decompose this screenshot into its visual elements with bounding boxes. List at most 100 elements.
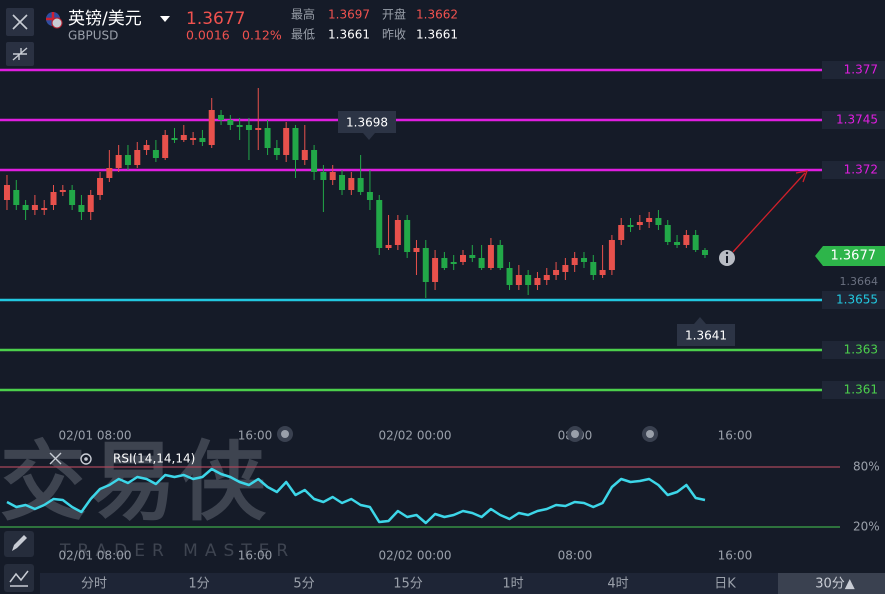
candle-body xyxy=(571,258,578,265)
timeframe-tab[interactable]: 1时 xyxy=(502,577,523,592)
callout-box xyxy=(677,324,735,346)
candle-body xyxy=(655,218,662,225)
candle-body xyxy=(190,138,197,140)
watermark-subtitle: TRADER MASTER xyxy=(59,541,295,561)
watermark: 交易侠 TRADER MASTER xyxy=(0,432,295,561)
x-tick-label: 16:00 xyxy=(718,549,753,563)
candle-body xyxy=(357,178,364,192)
level-label-box xyxy=(822,111,885,129)
stat-value: 1.3661 xyxy=(328,28,370,42)
rsi-close[interactable] xyxy=(49,452,62,465)
collapse-icon xyxy=(12,47,28,61)
candle-body xyxy=(171,138,178,140)
x-tick-label: 16:00 xyxy=(238,429,273,443)
candle-body xyxy=(469,255,476,258)
timeframe-tab[interactable]: 分时 xyxy=(81,577,107,592)
candle-body xyxy=(627,225,634,227)
stat-value: 1.3662 xyxy=(416,8,458,22)
price-label: 1.3664 xyxy=(840,275,879,288)
candle-body xyxy=(41,208,48,210)
y-tick-label: 80% xyxy=(853,460,880,474)
level-label: 1.3655 xyxy=(836,293,878,307)
candle-body xyxy=(534,278,541,285)
axis-dot-inner xyxy=(646,430,654,438)
symbol-code: GBPUSD xyxy=(68,29,118,43)
x-tick-label: 02/01 08:00 xyxy=(59,429,132,443)
candle-body xyxy=(255,128,262,130)
candle-body xyxy=(608,240,615,270)
symbol-dropdown[interactable] xyxy=(160,16,170,22)
rsi-settings[interactable] xyxy=(80,453,92,465)
candle-body xyxy=(394,220,401,245)
candle-body xyxy=(87,195,94,212)
timeframe-tab[interactable]: 4时 xyxy=(607,577,628,592)
candle-body xyxy=(553,270,560,275)
candle-body xyxy=(580,258,587,262)
timeframe-tab[interactable]: 5分 xyxy=(293,577,314,592)
candle-body xyxy=(590,262,597,275)
timeframe-tab[interactable]: 日K xyxy=(714,577,736,592)
candle-body xyxy=(283,128,290,155)
candle-body xyxy=(301,150,308,160)
candle-body xyxy=(478,258,485,268)
candle-body xyxy=(199,138,206,142)
candle-body xyxy=(50,192,57,205)
symbol[interactable]: 英镑/美元 xyxy=(68,9,142,29)
close-icon xyxy=(12,14,28,30)
high-marker: 1.3698 xyxy=(346,116,388,130)
high-callout: 1.3698 xyxy=(338,111,396,140)
x-tick-label: 16:00 xyxy=(718,429,753,443)
candle-body xyxy=(97,178,104,195)
y-tick-label: 20% xyxy=(853,520,880,534)
candle-body xyxy=(227,120,234,125)
candle-body xyxy=(31,205,38,210)
info-icon-dot xyxy=(725,251,729,255)
info-icon-stem xyxy=(726,256,728,263)
timeframe-tab[interactable]: 1分 xyxy=(188,577,209,592)
x-tick-label: 08:00 xyxy=(558,549,593,563)
indicator-title: RSI(14,14,14) xyxy=(113,452,195,466)
candle-body xyxy=(506,268,513,285)
candle-body xyxy=(636,222,643,225)
candle-body xyxy=(701,250,708,255)
candle-body xyxy=(348,178,355,190)
level-label-box xyxy=(822,381,885,399)
candle-body xyxy=(497,245,504,268)
change: 0.0016 xyxy=(186,28,230,43)
stat-value: 1.3697 xyxy=(328,8,370,22)
timeframe-bar: 分时 1分 5分 15分 1时 4时 日K 30分▲ xyxy=(40,573,885,594)
candle-body xyxy=(450,262,457,264)
price: 1.3677 xyxy=(186,9,245,29)
level-label: 1.372 xyxy=(844,163,878,177)
arrow-head xyxy=(795,170,808,183)
candle-body xyxy=(441,258,448,268)
candle-body xyxy=(320,172,327,180)
last-price: 1.3677 xyxy=(831,249,877,264)
pencil-icon xyxy=(12,535,27,551)
candle-body xyxy=(124,155,131,165)
candle-body xyxy=(692,235,699,250)
axis-dot-inner xyxy=(281,430,289,438)
candle-body xyxy=(273,148,280,155)
timeframe-tab[interactable]: 15分 xyxy=(393,577,423,592)
low-marker: 1.3641 xyxy=(685,329,727,343)
candle-body xyxy=(562,265,569,272)
candle-body xyxy=(683,235,690,245)
candle-body xyxy=(180,135,187,140)
candle-body xyxy=(218,115,225,120)
candle-body xyxy=(208,110,215,145)
candle-body xyxy=(78,205,85,212)
axis-dot-inner xyxy=(571,430,579,438)
timeframe-tab[interactable]: 30分▲ xyxy=(815,577,855,592)
stat-label: 开盘 xyxy=(382,7,406,22)
candle-body xyxy=(664,225,671,242)
x-tick-label: 16:00 xyxy=(238,549,273,563)
x-tick-label: 02/02 00:00 xyxy=(378,549,451,563)
candle-body xyxy=(385,245,392,248)
change-pct: 0.12% xyxy=(242,28,282,43)
candle-body xyxy=(674,242,681,245)
candle-body xyxy=(115,155,122,168)
rsi-settings-dot xyxy=(84,457,88,461)
arrow xyxy=(732,172,806,253)
